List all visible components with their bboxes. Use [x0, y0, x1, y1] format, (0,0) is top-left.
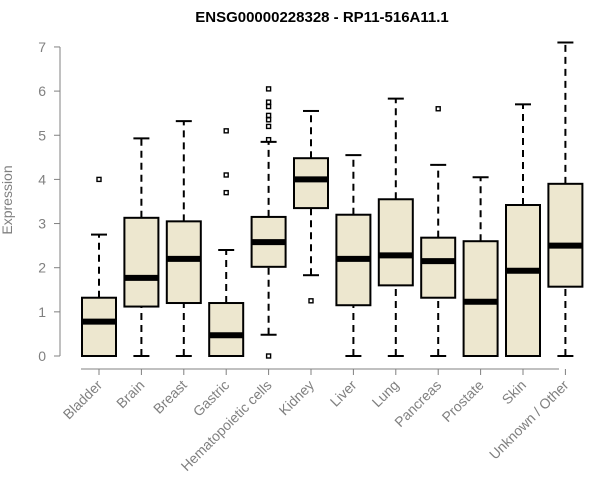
box-iqr: [81, 296, 117, 357]
y-tick-label: 4: [38, 171, 46, 187]
box-group: [420, 106, 457, 357]
outlier-point: [96, 176, 102, 183]
box-group: [547, 41, 584, 357]
y-tick-label: 0: [38, 348, 46, 364]
box-iqr: [420, 236, 457, 299]
outlier-point: [265, 117, 272, 123]
outlier-point: [435, 106, 441, 112]
outlier-point: [265, 86, 272, 92]
y-tick-label: 3: [38, 216, 46, 232]
y-ticks-group: 0 1 2 3 4 5 6 7: [38, 39, 60, 364]
box-iqr: [462, 240, 499, 358]
y-tick-label: 7: [38, 39, 46, 55]
outlier-point: [265, 136, 272, 143]
y-tick-label: 5: [38, 127, 46, 143]
outlier-point: [223, 189, 229, 196]
outlier-point: [265, 123, 272, 130]
y-tick-label: 6: [38, 83, 46, 99]
box-group: [165, 120, 202, 357]
box-iqr: [208, 302, 245, 357]
outlier-point: [265, 103, 272, 110]
box-group: [377, 97, 414, 357]
x-tick-label: Unknown / Other: [486, 377, 572, 463]
y-tick-label: 2: [38, 260, 46, 276]
x-tick-label: Prostate: [439, 377, 487, 425]
x-tick-label: Pancreas: [391, 377, 444, 430]
box-iqr: [293, 157, 329, 210]
box-group: [81, 176, 117, 357]
y-tick-label: 1: [38, 304, 46, 320]
x-tick-label: Bladder: [60, 377, 106, 423]
box-iqr: [505, 204, 541, 357]
box-iqr: [377, 198, 414, 287]
y-axis-label: Expression: [0, 165, 15, 234]
outlier-point: [265, 353, 272, 359]
outlier-point: [223, 172, 229, 178]
box-group: [250, 86, 287, 359]
box-group: [293, 109, 329, 304]
box-group: [123, 137, 160, 357]
box-iqr: [165, 220, 202, 305]
chart-title: ENSG00000228328 - RP11-516A11.1: [195, 9, 449, 26]
x-tick-label: Breast: [150, 377, 190, 417]
box-group: [462, 176, 499, 358]
box-group: [505, 103, 541, 357]
outlier-point: [308, 298, 314, 304]
x-tick-label: Kidney: [276, 377, 318, 419]
outlier-point: [265, 112, 272, 119]
x-tick-label: Lung: [369, 377, 402, 410]
box-iqr: [123, 216, 160, 308]
x-tick-label: Skin: [499, 377, 530, 408]
boxes-group: [81, 41, 584, 359]
box-group: [335, 154, 372, 357]
x-tick-label: Brain: [113, 377, 147, 411]
outlier-point: [223, 128, 229, 134]
x-tick-label: Liver: [327, 377, 360, 410]
outlier-point: [265, 99, 272, 105]
box-iqr: [547, 182, 584, 288]
box-group: [208, 128, 245, 357]
